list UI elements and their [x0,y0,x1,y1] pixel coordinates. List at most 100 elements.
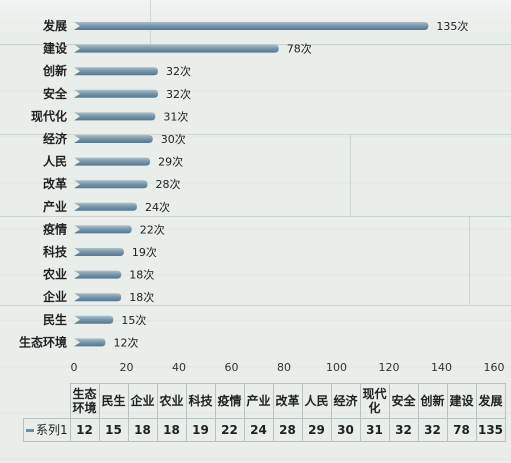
x-axis-ticks: 0 20 40 60 80 100 120 140 160 [71,361,505,374]
table-header-cell: 安全 [388,383,419,419]
table-value-cell: 18 [127,418,158,442]
value-label: 22次 [140,222,165,236]
wood-seam [0,305,511,306]
value-label: 32次 [166,64,191,78]
bar [74,248,124,256]
table-header-cell: 人民 [301,383,332,419]
category-label: 安全 [43,86,68,101]
table-header-cell: 建设 [446,383,477,419]
bar [74,112,156,121]
table-value-cell: 19 [185,418,216,442]
value-label: 19次 [132,245,157,259]
value-label: 29次 [158,155,183,169]
table-value-cell: 78 [446,418,477,442]
series-name: 系列1 [36,423,68,437]
data-table: 生态 环境 民生 企业 农业 科技 疫情 产业 改革 人民 经济 现代化安全 创新 建设 发展 系列1 12… [23,383,506,442]
bar [74,157,151,166]
x-tick-label: 160 [484,361,505,374]
category-label: 产业 [43,199,67,214]
value-label: 24次 [145,200,170,214]
table-header-cell: 经济 [330,383,361,419]
table-value-cell: 135 [475,418,506,442]
bar [74,22,429,30]
category-label: 科技 [43,244,68,259]
bar [74,89,158,98]
category-label: 创新 [42,63,67,78]
x-tick-label: 20 [120,361,134,374]
table-value-cell: 15 [98,418,129,442]
value-label: 18次 [129,268,154,282]
legend-swatch [26,429,34,432]
bar [74,338,106,347]
table-value-cell: 24 [243,418,274,442]
table-value-cell: 29 [301,418,332,442]
bar [74,180,148,189]
category-label: 经济 [43,131,68,146]
table-header-cell: 疫情 [214,383,245,419]
x-tick-label: 0 [71,361,78,374]
table-header-cell: 民生 [98,383,129,419]
table-header-cell: 科技 [185,383,216,419]
value-labels: 135次 78次 32次 32次 31次 30次 29次 28次 24次 22次 19次 18次 18次… [114,19,469,349]
x-tick-label: 140 [431,361,452,374]
table-header-cell: 创新 [417,383,448,419]
category-label: 疫情 [43,221,67,236]
bars-layer [74,22,429,347]
value-label: 31次 [163,109,188,123]
x-tick-label: 120 [379,361,400,374]
x-tick-label: 100 [326,361,347,374]
bar [74,135,153,143]
wood-seam [469,216,470,305]
category-label: 生态环境 [19,334,67,349]
bar [74,202,137,211]
bar [74,225,132,234]
bar [74,44,279,53]
table-value-cell: 22 [214,418,245,442]
value-label: 78次 [287,42,312,56]
table-value-cell: 12 [69,418,100,442]
value-label: 135次 [436,19,468,33]
table-header-cell: 农业 [156,383,187,419]
table-header-cell: 生态 环境 [69,383,100,419]
legend-entry: 系列1 [23,418,71,442]
table-value-cell: 32 [417,418,448,442]
table-value-cell: 28 [272,418,303,442]
table-value-cell: 32 [388,418,419,442]
table-value-cell: 31 [359,418,390,442]
x-tick-label: 40 [172,361,186,374]
value-label: 12次 [114,335,139,349]
x-tick-label: 80 [277,361,291,374]
bar [74,270,122,279]
table-value-cell: 18 [156,418,187,442]
table-corner [23,383,71,419]
table-header-cell: 企业 [127,383,158,419]
table-header-cell: 发展 [475,383,506,419]
bar [74,293,122,302]
bar [74,67,158,76]
x-tick-label: 60 [225,361,239,374]
wood-seam [0,134,511,135]
table-header-cell: 改革 [272,383,303,419]
value-label: 32次 [166,87,191,101]
value-label: 18次 [129,290,154,304]
value-label: 30次 [161,132,186,146]
category-label: 农业 [42,267,67,282]
category-label: 民生 [43,312,67,327]
category-label: 改革 [43,176,67,191]
bar [74,315,114,324]
category-label: 发展 [42,18,67,33]
table-header-cell: 产业 [243,383,274,419]
category-label: 人民 [43,154,67,169]
category-label: 现代化 [31,108,67,123]
value-label: 15次 [121,313,146,327]
table-value-cell: 30 [330,418,361,442]
category-label: 建设 [42,41,68,56]
wood-seam [0,44,511,45]
value-label: 28次 [156,177,181,191]
category-label: 企业 [42,289,67,304]
table-header-cell: 现代化 [359,383,390,419]
wood-seam [0,216,511,217]
